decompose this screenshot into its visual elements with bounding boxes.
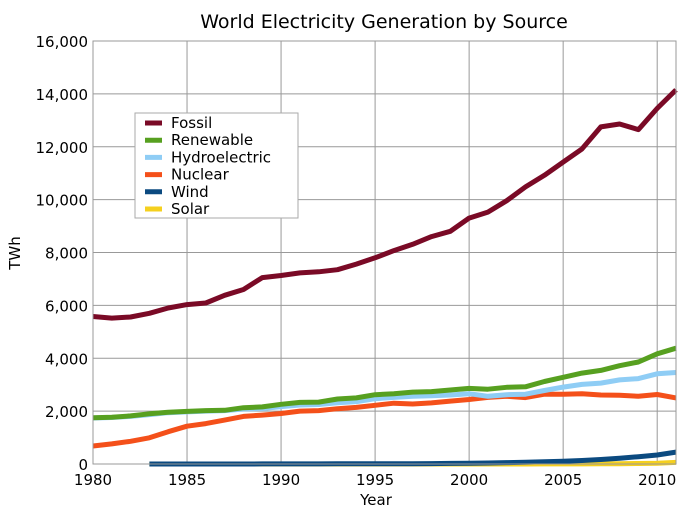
chart-title: World Electricity Generation by Source (200, 11, 568, 33)
legend-label: Nuclear (171, 166, 230, 184)
x-tick-label: 2005 (544, 471, 582, 489)
legend-label: Renewable (171, 131, 253, 149)
x-tick-label: 2000 (450, 471, 488, 489)
x-tick-label: 2010 (638, 471, 676, 489)
series-line-nuclear (92, 391, 677, 449)
legend-label: Wind (171, 183, 209, 201)
legend-label: Fossil (171, 114, 212, 132)
x-tick-label: 1990 (262, 471, 300, 489)
x-axis-label: Year (359, 491, 393, 509)
y-tick-label: 0 (78, 456, 88, 474)
y-tick-label: 14,000 (36, 86, 89, 104)
y-tick-label: 4,000 (45, 350, 88, 368)
legend-label: Solar (171, 200, 210, 218)
legend-label: Hydroelectric (171, 148, 271, 166)
y-axis-label: TWh (6, 236, 24, 271)
series-line-fossil (92, 88, 678, 321)
x-tick-label: 1985 (168, 471, 206, 489)
y-tick-label: 16,000 (36, 33, 89, 51)
plot-frame (92, 40, 677, 465)
legend-box (134, 112, 299, 219)
x-tick-label: 1995 (356, 471, 394, 489)
y-tick-label: 2,000 (45, 403, 88, 421)
y-tick-label: 12,000 (36, 139, 89, 157)
x-tick-label: 1980 (74, 471, 112, 489)
legend: FossilRenewableHydroelectricNuclearWindS… (134, 112, 299, 219)
y-tick-label: 6,000 (45, 297, 88, 315)
series-line-renewable (92, 345, 677, 421)
tick-labels: 0 2,000 4,000 6,000 8,000 10,000 12,000 14,000 1… (36, 33, 677, 489)
y-tick-label: 8,000 (45, 245, 88, 263)
y-tick-label: 10,000 (36, 192, 89, 210)
